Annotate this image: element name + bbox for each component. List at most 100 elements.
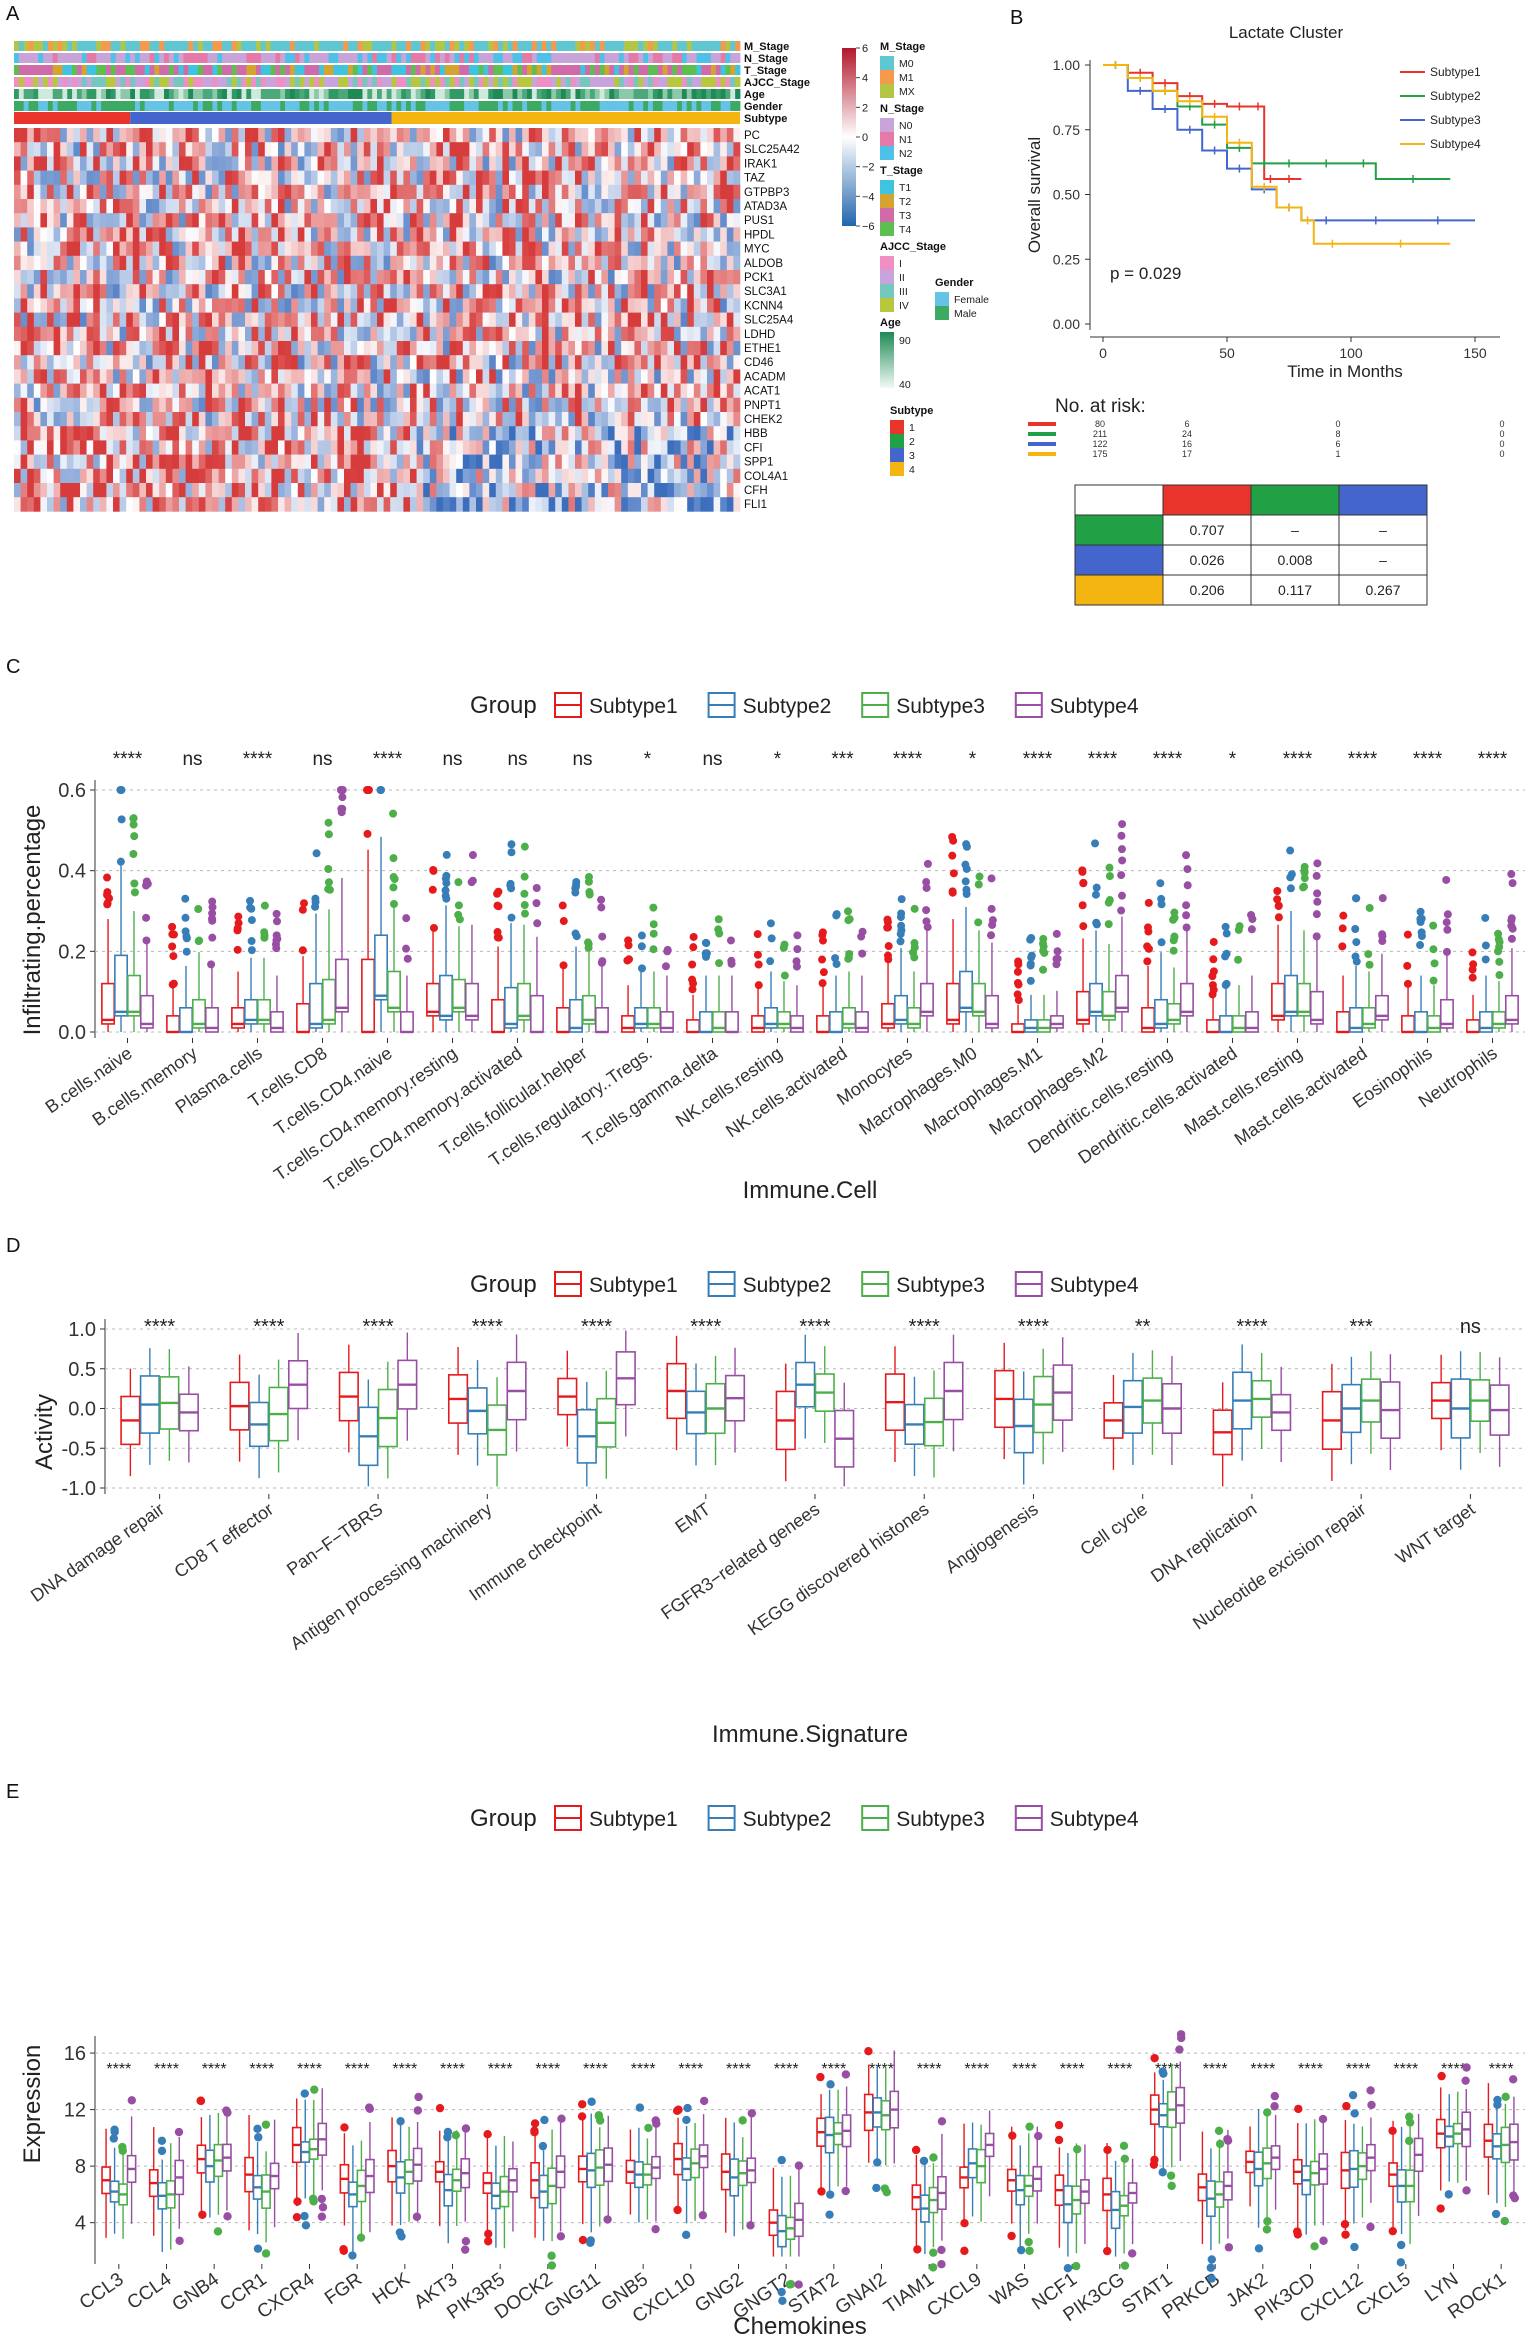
heatmap-cell [231, 497, 239, 512]
heatmap-cell [403, 454, 411, 470]
outlier-point [1443, 925, 1452, 934]
annotation-cell [299, 89, 305, 99]
heatmap-cell [80, 184, 87, 200]
annotation-cell [628, 77, 634, 87]
heatmap-cell [113, 227, 120, 242]
heatmap-cell [396, 298, 404, 313]
annotation-cell [212, 65, 218, 75]
heatmap-cell [284, 227, 292, 242]
heatmap-cell [251, 355, 259, 370]
heatmap-cell [641, 255, 648, 271]
heatmap-cell [726, 255, 734, 271]
annotation-cell [454, 53, 460, 63]
heatmap-cell [218, 270, 226, 285]
heatmap-cell [324, 142, 332, 157]
heatmap-cell [113, 170, 120, 186]
heatmap-cell [654, 412, 662, 427]
heatmap-cell [601, 426, 609, 441]
heatmap-cell [251, 199, 259, 214]
outlier-point [597, 903, 606, 912]
heatmap-cell [667, 170, 675, 186]
heatmap-cell [99, 440, 107, 455]
heatmap-cell [330, 128, 338, 143]
annotation-cell [541, 53, 547, 63]
heatmap-cell [674, 213, 681, 228]
annotation-cell [72, 89, 78, 99]
km-x-label: Time in Months [1287, 362, 1403, 381]
annotation-cell [483, 101, 489, 111]
annotation-cell [522, 53, 528, 63]
heatmap-cell [264, 468, 272, 484]
heatmap-cell [324, 426, 332, 441]
annotation-cell [67, 77, 73, 87]
gene-label: KCNN4 [744, 300, 784, 312]
heatmap-cell [66, 397, 74, 413]
heatmap-cell [284, 341, 292, 356]
heatmap-cell [720, 369, 728, 384]
heatmap-cell [99, 170, 107, 186]
heatmap-cell [561, 483, 569, 498]
heatmap-cell [205, 440, 213, 455]
km-risk-value: 80 [1095, 419, 1105, 429]
heatmap-cell [205, 270, 213, 285]
heatmap-cell [588, 483, 596, 498]
annotation-cell [367, 101, 373, 111]
annotation-cell [720, 101, 726, 111]
heatmap-cell [357, 412, 365, 427]
colorbar-tick-label: 0 [862, 132, 868, 144]
heatmap-cell [159, 255, 167, 271]
gene-label: ATAD3A [744, 201, 787, 213]
heatmap-cell [284, 355, 292, 370]
heatmap-cell [443, 142, 450, 157]
heatmap-cell [218, 128, 226, 143]
heatmap-cell [317, 184, 325, 200]
heatmap-cell [324, 312, 332, 328]
heatmap-cell [132, 369, 140, 384]
significance-label: **** [1413, 749, 1443, 770]
heatmap-cell [462, 440, 470, 455]
outlier-point [1351, 924, 1360, 933]
heatmap-cell [522, 369, 530, 384]
heatmap-cell [126, 128, 134, 143]
heatmap-cell [588, 184, 596, 200]
heatmap-cell [113, 298, 120, 313]
annotation-cell [47, 101, 54, 111]
annotation-cell [468, 101, 475, 111]
heatmap-cell [575, 454, 582, 470]
heatmap-cell [654, 369, 662, 384]
heatmap-cell [251, 440, 259, 455]
heatmap-cell [20, 156, 28, 171]
heatmap-cell [278, 483, 285, 498]
heatmap-cell [119, 454, 127, 470]
heatmap-cell [634, 412, 642, 427]
heatmap-cell [476, 383, 483, 399]
heatmap-cell [403, 341, 411, 356]
heatmap-cell [113, 397, 120, 413]
heatmap-cell [502, 213, 510, 228]
heatmap-cell [278, 355, 285, 370]
annotation-cell [154, 41, 160, 51]
annotation-cell [362, 89, 368, 99]
heatmap-cell [667, 241, 675, 257]
heatmap-cell [594, 255, 602, 271]
heatmap-cell [73, 397, 81, 413]
annotation-cell [372, 53, 378, 63]
annotation-cell [527, 101, 533, 111]
heatmap-cell [93, 199, 101, 214]
heatmap-cell [647, 213, 655, 228]
heatmap-cell [654, 483, 662, 498]
heatmap-cell [456, 312, 464, 328]
annotation-cell [386, 89, 392, 99]
annotation-cell [164, 77, 170, 87]
heatmap-cell [700, 184, 708, 200]
annotation-cell [430, 77, 436, 87]
heatmap-cell [396, 241, 404, 257]
gene-label: ACAT1 [744, 386, 780, 398]
heatmap-cell [674, 270, 681, 285]
heatmap-cell [528, 426, 536, 441]
outlier-point [1429, 945, 1438, 954]
box [166, 1015, 181, 1033]
heatmap-cell [146, 284, 153, 299]
heatmap-cell [304, 270, 312, 285]
heatmap-cell [674, 369, 681, 384]
